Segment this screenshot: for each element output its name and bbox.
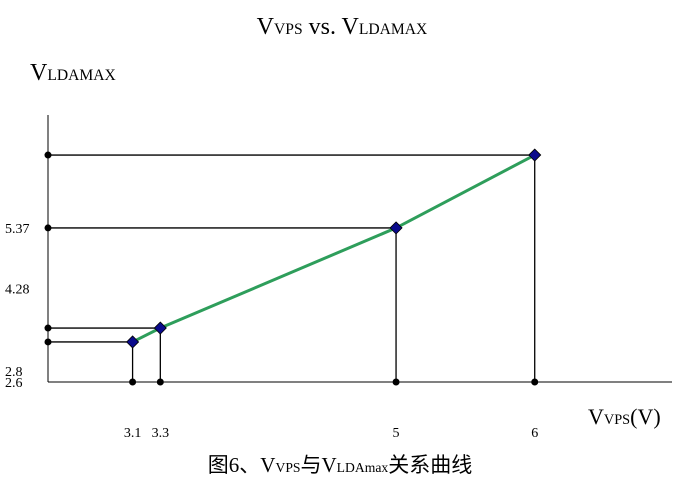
axis-dot	[44, 324, 52, 332]
point-marker	[153, 321, 167, 335]
point-marker	[389, 221, 403, 235]
axis-dot	[44, 151, 52, 159]
y-tick-label: 2.6	[5, 376, 23, 391]
axis-dot	[44, 224, 52, 232]
axis-dot	[531, 378, 539, 386]
text-part: V	[588, 404, 604, 429]
axis-dot	[44, 338, 52, 346]
subscript-text: VPS	[604, 412, 630, 428]
y-tick-label: 2.8	[5, 365, 23, 380]
subscript-text: VPS	[275, 460, 300, 475]
subscript-text: LDAMAX	[359, 21, 427, 38]
point-marker	[528, 148, 542, 162]
subscript-text: LDAmax	[337, 460, 389, 475]
text-part: (V)	[630, 404, 661, 429]
y-tick-label: 4.28	[5, 283, 30, 298]
caption: 图6、VVPS与VLDAmax关系曲线	[208, 453, 472, 477]
text-part: 与V	[301, 453, 337, 477]
subscript-text: LDAMAX	[47, 67, 115, 84]
axis-dot	[129, 378, 137, 386]
x-axis-label: VVPS(V)	[588, 404, 661, 429]
chart-title: VVPS vs. VLDAMAX	[257, 14, 428, 40]
x-tick-label: 3.3	[152, 426, 170, 441]
text-part: V	[257, 14, 275, 40]
text-part: 图6、V	[208, 453, 276, 477]
y-tick-label: 5.37	[5, 222, 30, 237]
text-part: vs. V	[303, 14, 360, 40]
subscript-text: VPS	[274, 21, 303, 38]
x-tick-label: 5	[393, 426, 400, 441]
x-tick-label: 6	[531, 426, 538, 441]
point-marker	[126, 335, 140, 349]
axis-dot	[156, 378, 164, 386]
axis-dot	[392, 378, 400, 386]
y-axis-label: VLDAMAX	[30, 60, 116, 86]
text-part: 关系曲线	[388, 453, 472, 477]
x-tick-label: 3.1	[124, 426, 142, 441]
text-part: V	[30, 60, 48, 86]
series-line	[131, 153, 536, 344]
